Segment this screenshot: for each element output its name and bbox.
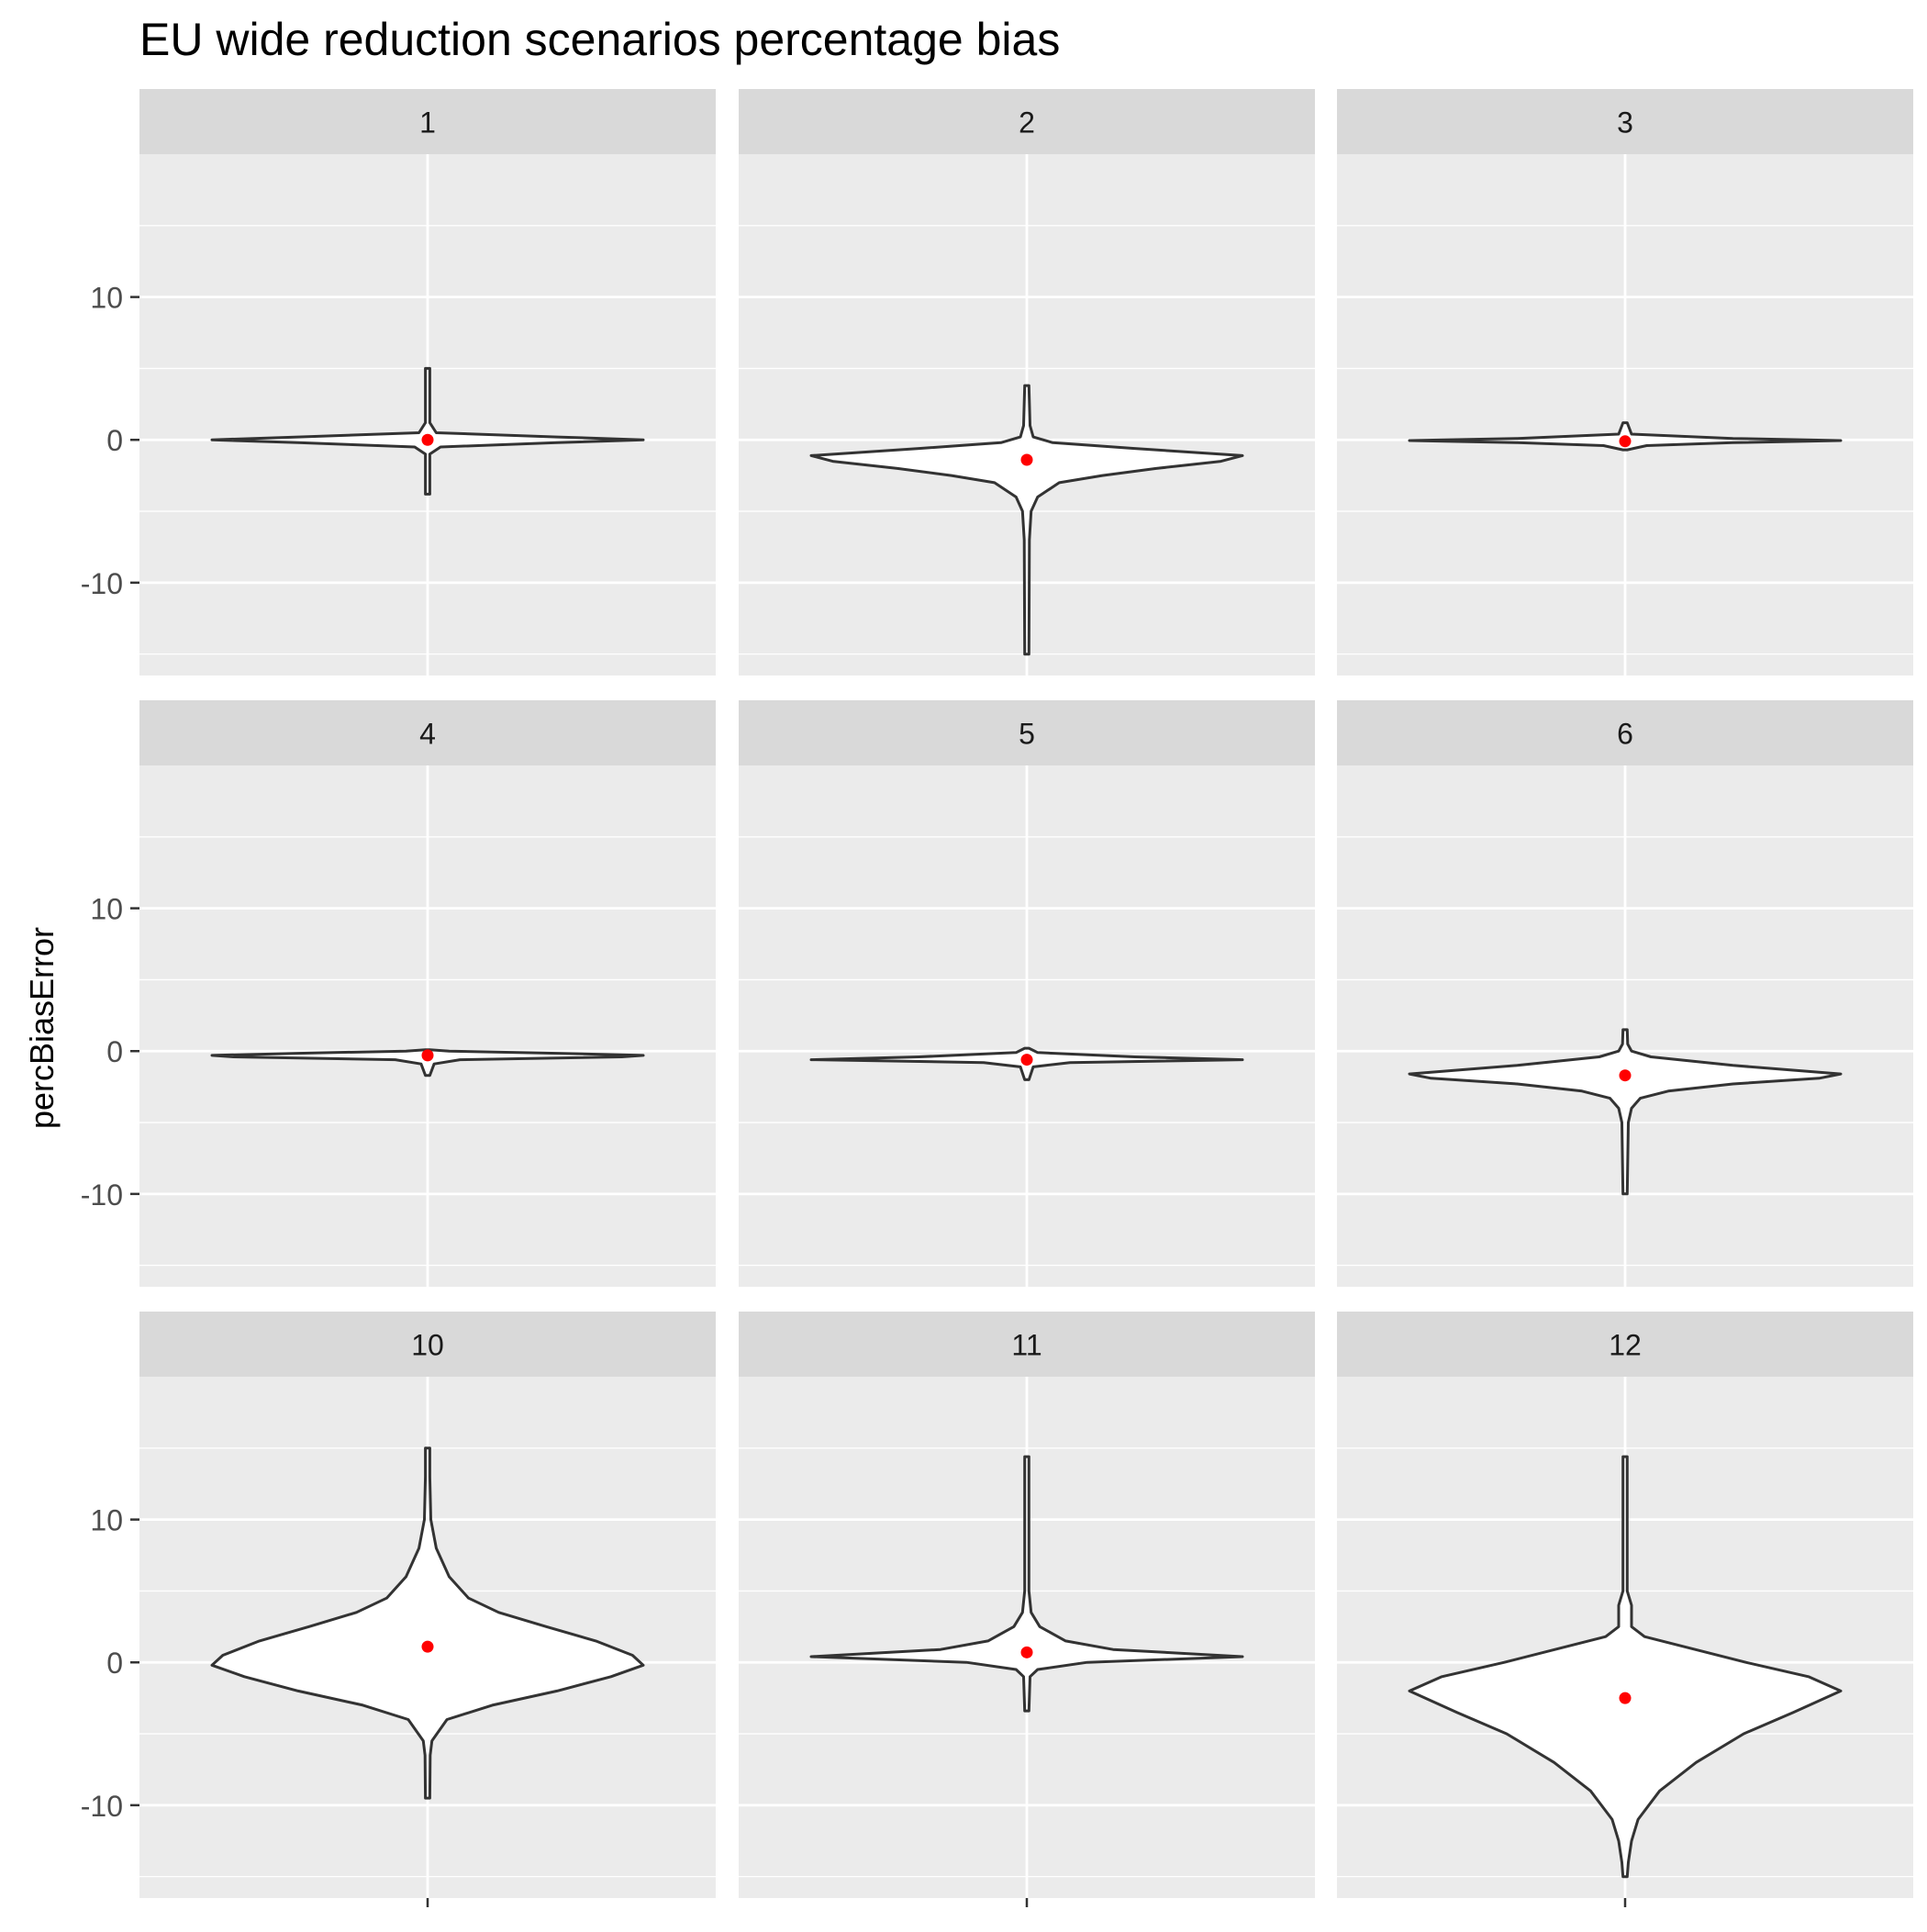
y-tick-label: -10 — [81, 1178, 123, 1212]
mean-point — [1619, 1069, 1632, 1082]
y-tick-label: 0 — [106, 424, 123, 457]
facet-panel-5: 5 — [739, 700, 1315, 1287]
facet-strip — [1337, 700, 1913, 765]
facet-strip — [739, 89, 1315, 154]
facet-strip — [1337, 1312, 1913, 1377]
facet-strip — [139, 1312, 716, 1377]
y-axis-label: percBiasError — [23, 927, 61, 1129]
facet-strip-label: 1 — [419, 106, 436, 140]
y-tick-label: 10 — [90, 282, 123, 315]
mean-point — [1619, 435, 1632, 448]
facet-strip-label: 11 — [1011, 1329, 1041, 1362]
facet-strip — [139, 700, 716, 765]
violin-shape — [210, 1048, 645, 1078]
y-tick-label: 0 — [106, 1035, 123, 1068]
y-tick-label: -10 — [81, 1790, 123, 1823]
facet-panel-1: 1 -10 0 10 — [81, 89, 716, 676]
facet-strip-label: 5 — [1019, 718, 1035, 751]
violin-shape — [1408, 1028, 1843, 1196]
facet-strip-label: 4 — [419, 718, 436, 751]
mean-point — [1020, 1646, 1033, 1658]
y-tick-label: 0 — [106, 1647, 123, 1680]
violin-shape — [210, 366, 645, 496]
mean-point — [421, 1049, 434, 1062]
facet-strip-label: 6 — [1617, 718, 1633, 751]
facet-strip-label: 3 — [1617, 106, 1633, 140]
facet-strip — [739, 1312, 1315, 1377]
y-tick-label: 10 — [90, 1504, 123, 1537]
facet-strip-label: 10 — [411, 1329, 444, 1362]
mean-point — [421, 1640, 434, 1653]
violin-shape — [1408, 1455, 1843, 1879]
y-tick-label: -10 — [81, 567, 123, 600]
facet-panels: 1 -10 0 10 2 3 4 -10 0 10 5 6 10 -10 0 10 11 12 — [81, 89, 1913, 1907]
facet-strip — [739, 700, 1315, 765]
facet-strip — [139, 89, 716, 154]
mean-point — [1619, 1692, 1632, 1704]
mean-point — [421, 433, 434, 446]
facet-panel-6: 6 — [1337, 700, 1913, 1287]
facet-panel-10: 10 -10 0 10 — [81, 1312, 716, 1907]
y-tick-label: 10 — [90, 893, 123, 926]
facet-panel-3: 3 — [1337, 89, 1913, 676]
violin-shape — [809, 1455, 1244, 1713]
facet-strip-label: 2 — [1019, 106, 1035, 140]
facet-strip — [1337, 89, 1913, 154]
violin-shape — [210, 1446, 645, 1800]
facet-strip-label: 12 — [1609, 1329, 1642, 1362]
violin-shape — [809, 384, 1244, 656]
facet-panel-2: 2 — [739, 89, 1315, 676]
chart-title: EU wide reduction scenarios percentage b… — [139, 14, 1060, 65]
mean-point — [1020, 1054, 1033, 1067]
mean-point — [1020, 453, 1033, 466]
facet-panel-4: 4 -10 0 10 — [81, 700, 716, 1287]
facet-panel-11: 11 — [739, 1312, 1315, 1907]
facet-panel-12: 12 — [1337, 1312, 1913, 1907]
